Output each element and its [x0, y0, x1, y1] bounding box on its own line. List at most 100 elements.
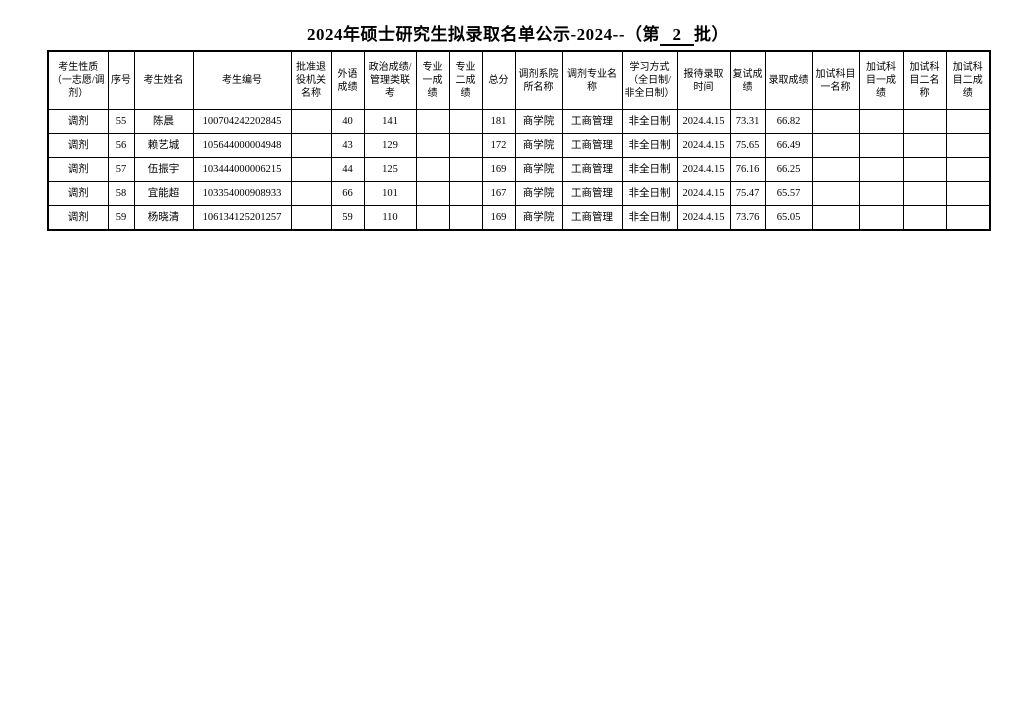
table-cell: 2024.4.15 [676, 157, 731, 182]
admission-list-table: 考生性质（一志愿/调剂） 序号 考生姓名 考生编号 批准退役机关名称 外语成绩 政治成绩/管… [47, 50, 991, 231]
table-cell [811, 133, 860, 158]
table-cell [448, 205, 483, 231]
page-title: 2024年硕士研究生拟录取名单公示-2024--（第 2 批） [47, 20, 989, 46]
table-cell: 43 [330, 133, 365, 158]
column-header: 调剂系院所名称 [514, 50, 563, 110]
column-header: 考生编号 [192, 50, 292, 110]
table-row: 调剂 56 赖艺城 105644000004948 43 129 172 商学院 工商管理 非全日… [47, 133, 991, 158]
table-cell: 调剂 [47, 205, 109, 231]
column-header: 序号 [107, 50, 135, 110]
page-title-suffix: 批） [693, 25, 729, 44]
column-header: 加试科目一成绩 [858, 50, 904, 110]
table-cell [858, 181, 904, 206]
column-header: 加试科目一名称 [811, 50, 860, 110]
table-cell [448, 109, 483, 134]
column-header: 学习方式（全日制/非全日制） [621, 50, 678, 110]
table-cell: 57 [107, 157, 135, 182]
table-cell: 169 [481, 157, 516, 182]
table-cell [945, 109, 991, 134]
table-row: 调剂 58 宜能超 103354000908933 66 101 167 商学院 工商管理 非全日… [47, 181, 991, 206]
table-cell [811, 109, 860, 134]
table-cell: 工商管理 [561, 205, 623, 231]
table-cell: 陈晨 [133, 109, 194, 134]
table-cell [290, 157, 332, 182]
table-cell: 商学院 [514, 157, 563, 182]
header-row: 考生性质（一志愿/调剂） 序号 考生姓名 考生编号 批准退役机关名称 外语成绩 政治成绩/管… [47, 50, 991, 110]
table-cell [448, 157, 483, 182]
table-cell: 75.47 [729, 181, 766, 206]
table-cell [902, 205, 947, 231]
table-cell: 工商管理 [561, 133, 623, 158]
table-cell [448, 181, 483, 206]
table-cell: 非全日制 [621, 181, 678, 206]
table-cell [902, 109, 947, 134]
column-header: 考生性质（一志愿/调剂） [47, 50, 109, 110]
table-cell: 103354000908933 [192, 181, 292, 206]
table-cell: 商学院 [514, 109, 563, 134]
table-row: 调剂 57 伍振宇 103444000006215 44 125 169 商学院 工商管理 非全日… [47, 157, 991, 182]
table-cell [902, 181, 947, 206]
table-cell: 101 [363, 181, 417, 206]
column-header: 总分 [481, 50, 516, 110]
table-cell [448, 133, 483, 158]
table-row: 调剂 59 杨晓清 106134125201257 59 110 169 商学院 工商管理 非全日… [47, 205, 991, 231]
page-title-prefix: 2024年硕士研究生拟录取名单公示-2024--（第 [307, 25, 660, 44]
column-header: 专业二成绩 [448, 50, 483, 110]
column-header: 加试科目二名称 [902, 50, 947, 110]
table-cell: 调剂 [47, 133, 109, 158]
column-header: 政治成绩/管理类联考 [363, 50, 417, 110]
table-cell: 169 [481, 205, 516, 231]
column-header: 调剂专业名称 [561, 50, 623, 110]
column-header: 外语成绩 [330, 50, 365, 110]
table-cell [290, 181, 332, 206]
table-cell: 73.76 [729, 205, 766, 231]
table-cell: 141 [363, 109, 417, 134]
table-cell: 59 [330, 205, 365, 231]
column-header: 复试成绩 [729, 50, 766, 110]
table-cell [415, 205, 450, 231]
table-cell [945, 205, 991, 231]
table-cell: 工商管理 [561, 181, 623, 206]
table-cell [945, 133, 991, 158]
table-cell: 商学院 [514, 181, 563, 206]
table-cell: 172 [481, 133, 516, 158]
table-cell: 58 [107, 181, 135, 206]
table-cell: 商学院 [514, 133, 563, 158]
table-cell: 2024.4.15 [676, 181, 731, 206]
table-cell: 44 [330, 157, 365, 182]
table-cell: 40 [330, 109, 365, 134]
table-cell [902, 157, 947, 182]
table-cell: 103444000006215 [192, 157, 292, 182]
table-cell [415, 133, 450, 158]
table-cell: 2024.4.15 [676, 133, 731, 158]
table-cell [415, 109, 450, 134]
table-cell: 66.25 [764, 157, 813, 182]
table-cell: 调剂 [47, 157, 109, 182]
table-cell [858, 109, 904, 134]
table-cell: 181 [481, 109, 516, 134]
table-cell: 调剂 [47, 109, 109, 134]
table-cell: 工商管理 [561, 157, 623, 182]
table-cell: 调剂 [47, 181, 109, 206]
table-cell: 商学院 [514, 205, 563, 231]
table-cell: 75.65 [729, 133, 766, 158]
batch-number: 2 [659, 26, 694, 46]
column-header: 考生姓名 [133, 50, 194, 110]
table-cell: 宜能超 [133, 181, 194, 206]
table-cell [902, 133, 947, 158]
table-cell [415, 181, 450, 206]
table-cell [811, 157, 860, 182]
column-header: 专业一成绩 [415, 50, 450, 110]
column-header: 录取成绩 [764, 50, 813, 110]
table-cell: 106134125201257 [192, 205, 292, 231]
table-cell: 55 [107, 109, 135, 134]
table-cell: 66.49 [764, 133, 813, 158]
table-cell: 65.57 [764, 181, 813, 206]
table-header: 考生性质（一志愿/调剂） 序号 考生姓名 考生编号 批准退役机关名称 外语成绩 政治成绩/管… [47, 50, 991, 110]
table-cell: 76.16 [729, 157, 766, 182]
table-cell [811, 205, 860, 231]
table-cell: 66 [330, 181, 365, 206]
table-cell: 56 [107, 133, 135, 158]
table-cell [945, 157, 991, 182]
